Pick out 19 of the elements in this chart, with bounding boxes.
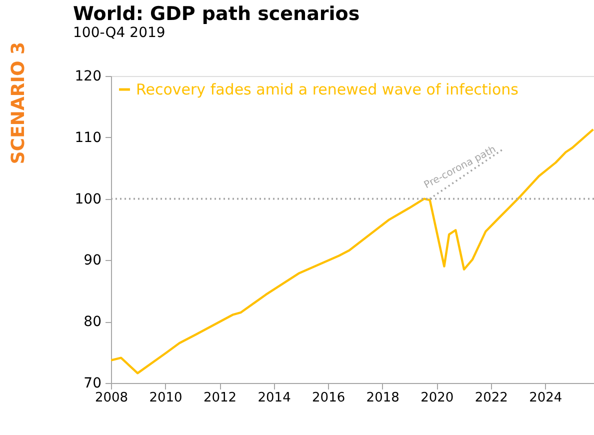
x-tick-label: 2012 [203,390,237,406]
x-tick-label: 2016 [312,390,346,406]
x-tick-label: 2022 [474,390,508,406]
text: SCENARIO 3 [8,42,29,164]
x-tick-label: 2010 [149,390,182,406]
x-tick-label: 2014 [258,390,291,406]
x-tick-label: 2020 [420,390,454,406]
x-tick-label: 2024 [529,390,562,406]
y-tick-label: 120 [74,68,102,84]
y-tick-label: 110 [74,130,102,146]
y-tick-label: 100 [74,191,102,208]
y-tick-label: 90 [84,252,102,269]
chart-title: World: GDP path scenarios [73,2,360,25]
x-tick-label: 2008 [94,390,128,406]
y-tick-label: 70 [84,376,102,392]
chart-subtitle: 100-Q4 2019 [73,24,166,41]
legend-label: Recovery fades amid a renewed wave of infections [136,80,519,98]
x-tick-label: 2018 [366,390,400,406]
y-tick-label: 80 [84,314,102,330]
